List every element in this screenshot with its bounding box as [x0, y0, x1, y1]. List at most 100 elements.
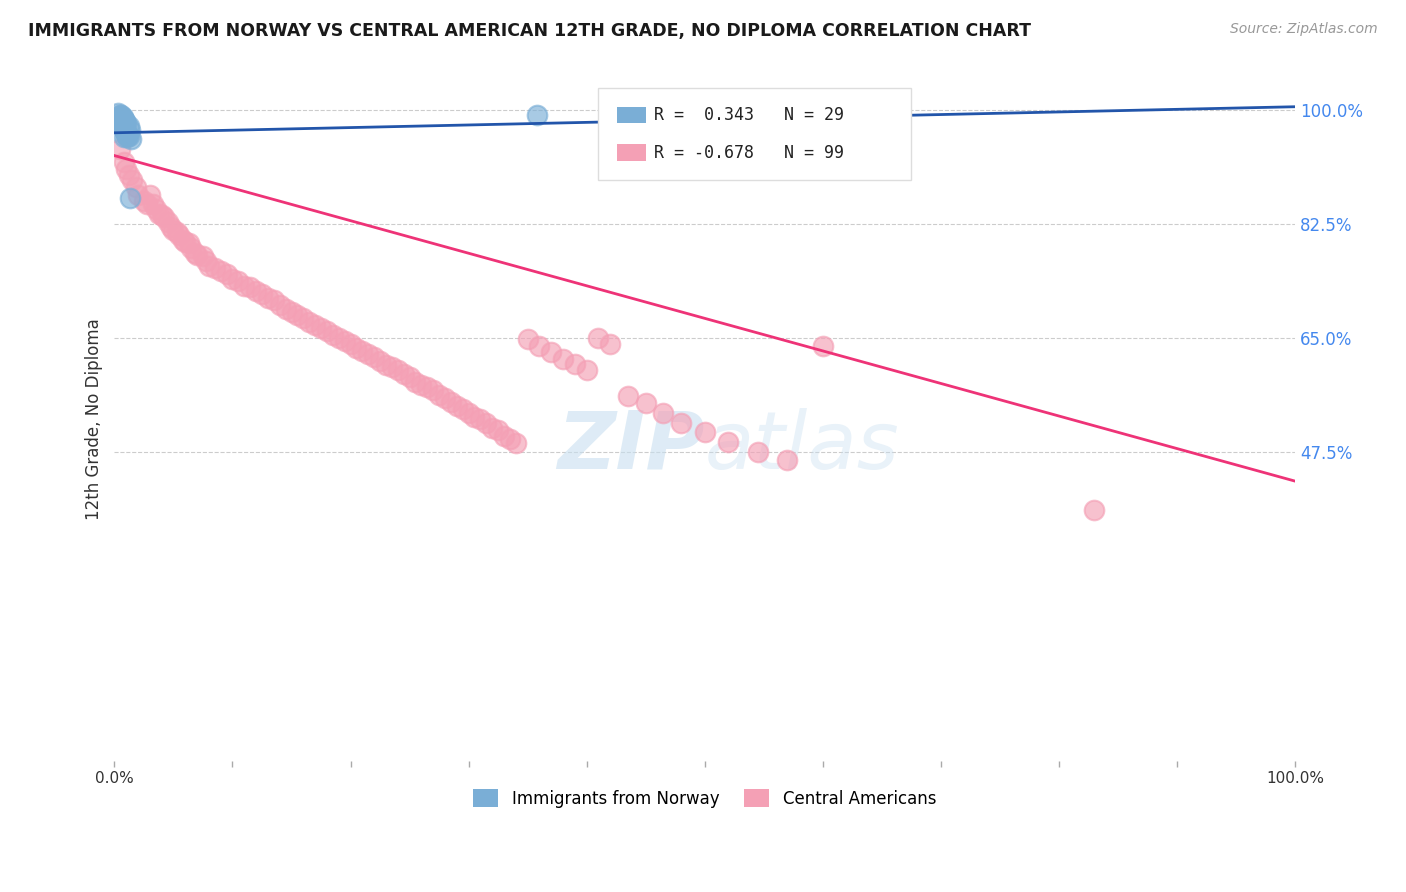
Point — [145, 202, 167, 216]
Legend: Immigrants from Norway, Central Americans: Immigrants from Norway, Central American… — [467, 783, 943, 814]
Point — [316, 324, 339, 338]
Point — [117, 120, 139, 134]
Point — [381, 360, 404, 375]
Point — [110, 108, 132, 122]
Point — [368, 353, 391, 368]
FancyBboxPatch shape — [617, 107, 645, 123]
Point — [114, 124, 136, 138]
Text: atlas: atlas — [704, 408, 900, 485]
Point — [274, 301, 297, 316]
Point — [564, 357, 586, 371]
Point — [551, 351, 574, 366]
Point — [233, 278, 256, 293]
Point — [114, 122, 136, 136]
Point — [599, 337, 621, 351]
Point — [693, 425, 716, 440]
Point — [492, 428, 515, 442]
Point — [1083, 503, 1105, 517]
Point — [250, 286, 273, 301]
Point — [172, 233, 194, 247]
Point — [717, 435, 740, 450]
Point — [357, 347, 380, 361]
Point — [115, 128, 138, 142]
Point — [328, 331, 350, 345]
Point — [540, 345, 562, 359]
Point — [221, 272, 243, 286]
Point — [529, 339, 551, 353]
Text: IMMIGRANTS FROM NORWAY VS CENTRAL AMERICAN 12TH GRADE, NO DIPLOMA CORRELATION CH: IMMIGRANTS FROM NORWAY VS CENTRAL AMERIC… — [28, 22, 1031, 40]
Point — [120, 132, 142, 146]
FancyBboxPatch shape — [599, 87, 911, 180]
Point — [352, 343, 374, 358]
Point — [110, 111, 132, 125]
Point — [486, 423, 509, 437]
Point — [169, 227, 191, 242]
Point — [404, 375, 426, 389]
Point — [287, 308, 309, 322]
Point — [669, 416, 692, 430]
Point — [433, 391, 456, 405]
Point — [209, 264, 232, 278]
Point — [186, 247, 208, 261]
Point — [499, 432, 522, 446]
Point — [411, 377, 433, 392]
Point — [387, 363, 409, 377]
Point — [139, 187, 162, 202]
Text: ZIP: ZIP — [557, 408, 704, 485]
Point — [166, 226, 188, 240]
Point — [617, 389, 640, 403]
Point — [652, 406, 675, 420]
Point — [110, 108, 132, 122]
Point — [117, 129, 139, 144]
Point — [177, 236, 200, 251]
Point — [475, 416, 498, 430]
Point — [112, 116, 135, 130]
Point — [118, 191, 141, 205]
Point — [180, 241, 202, 255]
Point — [811, 339, 834, 353]
Point — [440, 394, 463, 409]
Point — [115, 161, 138, 176]
Point — [427, 388, 450, 402]
Point — [111, 111, 134, 125]
Point — [121, 173, 143, 187]
Point — [115, 126, 138, 140]
Point — [111, 112, 134, 127]
Point — [174, 235, 197, 249]
Point — [112, 130, 135, 145]
Point — [127, 187, 149, 202]
Point — [110, 117, 132, 131]
Point — [110, 110, 132, 124]
Point — [575, 363, 598, 377]
Point — [150, 209, 173, 223]
Point — [304, 318, 326, 332]
Point — [263, 293, 285, 307]
Point — [215, 267, 238, 281]
Point — [526, 108, 548, 122]
Point — [117, 168, 139, 182]
Point — [298, 315, 321, 329]
Point — [422, 383, 444, 397]
Point — [446, 399, 468, 413]
Point — [115, 116, 138, 130]
Point — [183, 246, 205, 260]
Point — [204, 260, 226, 275]
Point — [153, 211, 176, 225]
Point — [346, 341, 368, 355]
Point — [470, 412, 492, 426]
Point — [392, 367, 415, 381]
Point — [110, 142, 132, 156]
Point — [463, 410, 485, 425]
Point — [118, 122, 141, 136]
Point — [111, 110, 134, 124]
Text: R = -0.678   N = 99: R = -0.678 N = 99 — [654, 144, 844, 161]
Point — [160, 220, 183, 235]
Point — [112, 155, 135, 169]
Text: Source: ZipAtlas.com: Source: ZipAtlas.com — [1230, 22, 1378, 37]
Point — [132, 194, 155, 208]
Point — [363, 351, 385, 365]
Point — [322, 327, 344, 342]
FancyBboxPatch shape — [617, 145, 645, 161]
Point — [142, 197, 165, 211]
Point — [776, 453, 799, 467]
